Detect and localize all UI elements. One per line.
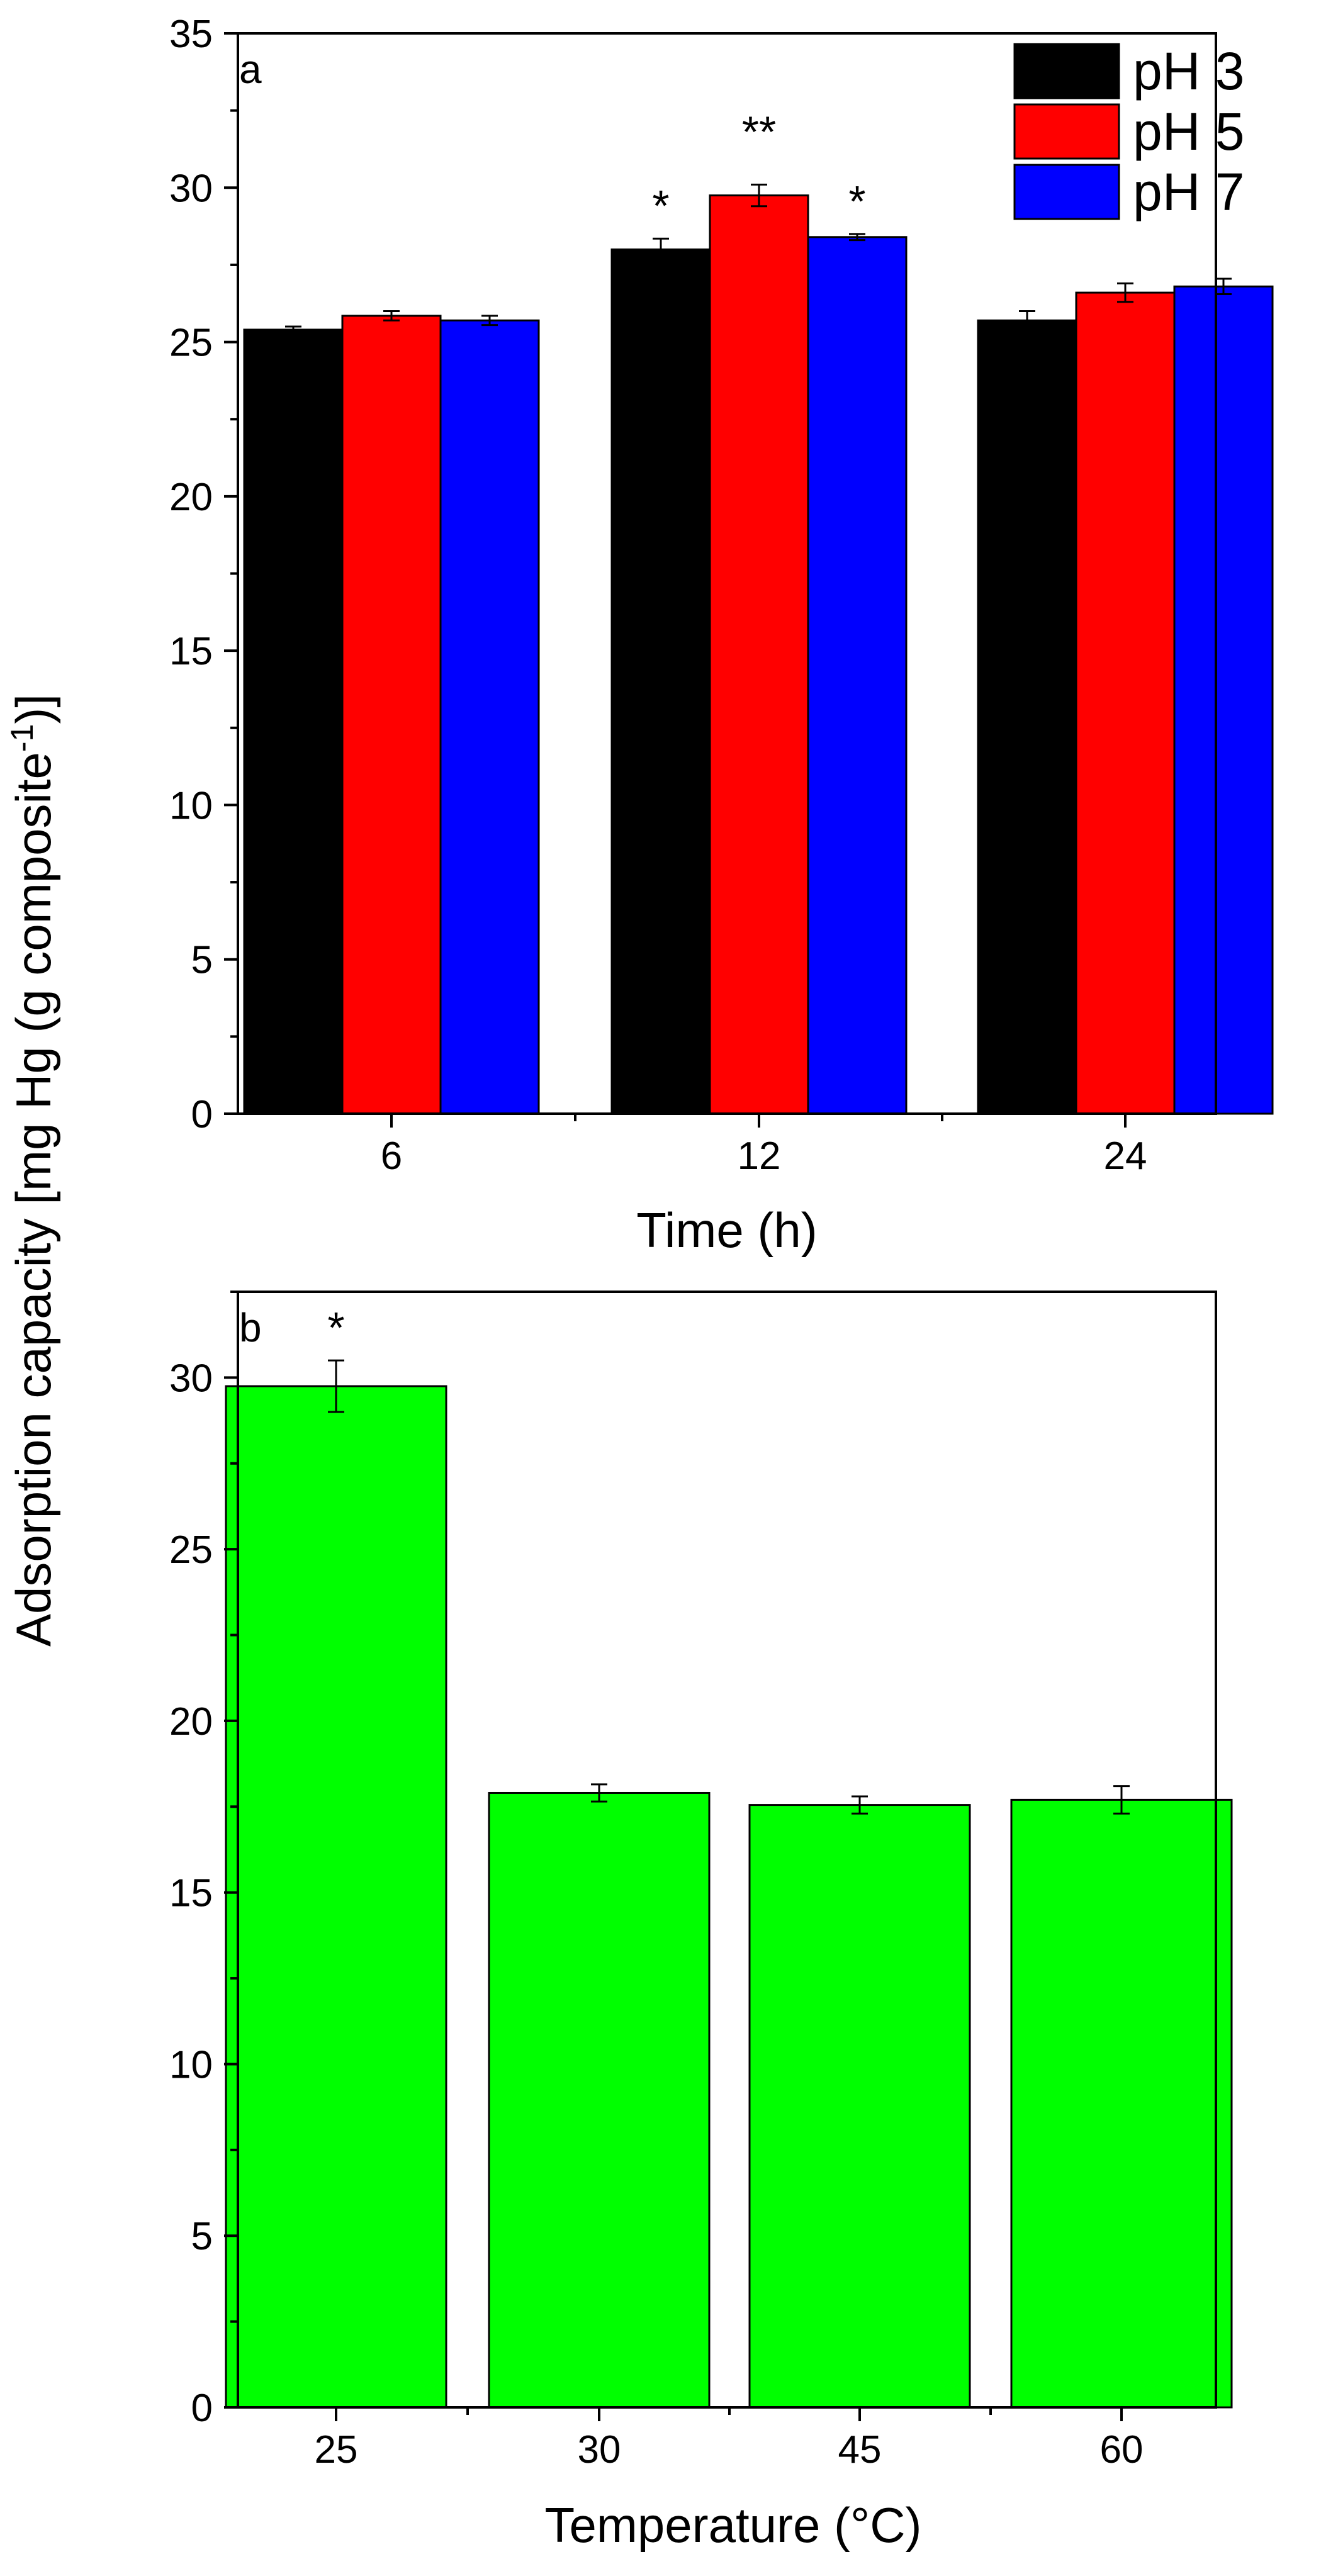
- panel-a-axis-ticks: 0 5 10 15 20 25 30 35 6 12 24: [169, 13, 1147, 1178]
- y-axis-title-superscript: -1: [4, 724, 40, 752]
- bar-ph-5-6: [341, 315, 442, 1115]
- y-tick-label: 5: [191, 2215, 213, 2258]
- panel-b-bars: *: [225, 1303, 1233, 2409]
- significance-marker: *: [327, 1303, 344, 1352]
- legend-swatch-ph-7: [1013, 164, 1120, 220]
- y-tick-label: 25: [169, 1528, 213, 1572]
- y-tick-label: 0: [191, 1093, 213, 1136]
- bar-ph-7-12: [807, 236, 908, 1115]
- panel-a-bars: ****: [243, 107, 1274, 1115]
- x-tick-label: 24: [1104, 1134, 1147, 1178]
- y-tick-label: 30: [169, 167, 213, 210]
- significance-marker: *: [652, 181, 669, 230]
- y-tick-label: 10: [169, 2043, 213, 2086]
- panel-b-letter: b: [239, 1305, 262, 1350]
- bar-adsorption-capacity-60: [1010, 1798, 1233, 2409]
- y-tick-label: 15: [169, 1872, 213, 1915]
- panel-b-axis-ticks: 0 5 10 15 20 25 30 25 30 45 60: [169, 1291, 1144, 2472]
- bar-adsorption-capacity-30: [488, 1791, 711, 2409]
- x-tick-label: 25: [315, 2428, 358, 2472]
- bar-ph-7-6: [439, 319, 540, 1115]
- y-tick-label: 0: [191, 2387, 213, 2430]
- y-axis-title-main: Adsorption capacity [mg Hg (g composite: [6, 752, 61, 1647]
- panel-b-chart: * 0 5 10 15 20 25 30 25 30 45 60 b Temperature (°C…: [169, 1291, 1233, 2553]
- legend-swatch-ph-3: [1013, 43, 1120, 99]
- bar-adsorption-capacity-25: [225, 1385, 447, 2409]
- bar-ph-3-12: [610, 248, 711, 1115]
- y-tick-label: 20: [169, 1700, 213, 1744]
- legend-label-ph-5: pH 5: [1133, 102, 1244, 161]
- legend-swatch-ph-5: [1013, 103, 1120, 160]
- x-tick-label: 45: [838, 2428, 882, 2472]
- x-tick-label: 12: [738, 1134, 781, 1178]
- y-tick-label: 10: [169, 784, 213, 827]
- legend-label-ph-3: pH 3: [1133, 42, 1244, 101]
- y-tick-label: 35: [169, 13, 213, 56]
- y-tick-label: 20: [169, 476, 213, 519]
- bar-ph-5-24: [1075, 291, 1176, 1115]
- y-tick-label: 25: [169, 322, 213, 365]
- y-tick-label: 15: [169, 630, 213, 673]
- y-axis-title-close: )]: [6, 694, 61, 724]
- x-tick-label: 30: [578, 2428, 621, 2472]
- significance-marker: *: [848, 177, 865, 226]
- shared-y-axis-title: Adsorption capacity [mg Hg (g composite-…: [4, 694, 61, 1647]
- x-tick-label: 60: [1100, 2428, 1144, 2472]
- bar-ph-5-12: [709, 194, 809, 1115]
- panel-b-x-axis-title: Temperature (°C): [544, 2497, 921, 2553]
- bar-ph-3-24: [977, 319, 1077, 1115]
- x-tick-label: 6: [381, 1134, 402, 1178]
- panel-a-letter: a: [239, 47, 262, 92]
- y-tick-label: 5: [191, 939, 213, 982]
- y-tick-label: 30: [169, 1357, 213, 1400]
- panel-a-legend: pH 3pH 5pH 7: [1013, 42, 1244, 221]
- panel-a-x-axis-title: Time (h): [636, 1202, 817, 1258]
- panel-a-plot-frame: [237, 32, 1217, 1115]
- legend-label-ph-7: pH 7: [1133, 162, 1244, 221]
- bar-ph-7-24: [1173, 285, 1274, 1115]
- significance-marker: **: [742, 107, 776, 156]
- bar-ph-3-6: [243, 328, 344, 1115]
- panel-b-plot-frame: [237, 1291, 1217, 2409]
- bar-adsorption-capacity-45: [748, 1804, 971, 2409]
